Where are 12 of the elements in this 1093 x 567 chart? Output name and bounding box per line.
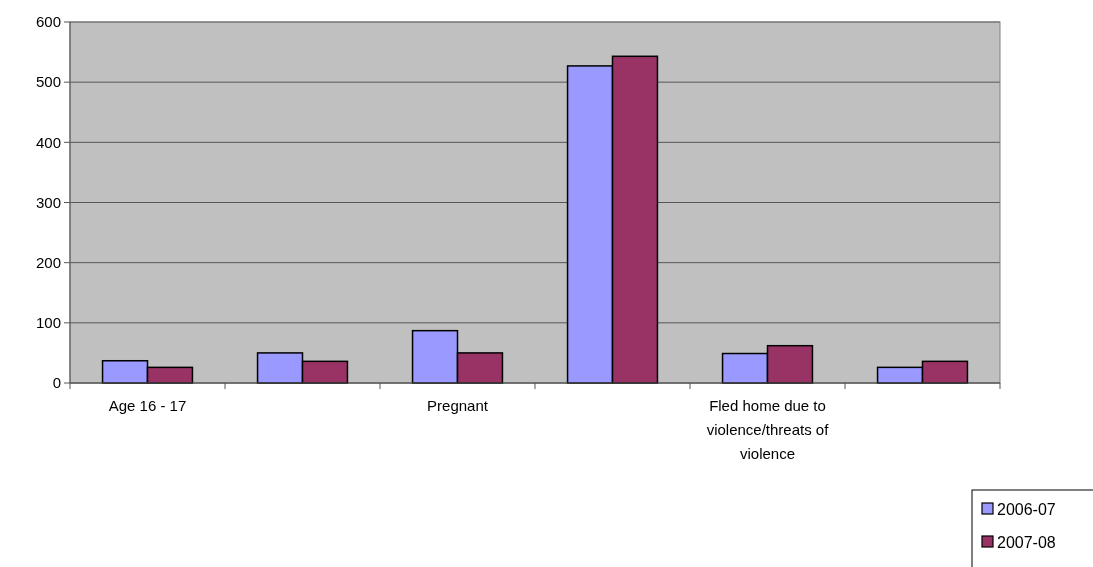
legend-label: 2007-08 [997, 533, 1056, 551]
x-tick-label: Fled home due to violence/threats of violence [706, 397, 830, 462]
y-tick-label: 200 [35, 253, 61, 271]
x-tick-label: Age 16 - 17 [108, 397, 187, 414]
x-tick-label: Pregnant [427, 397, 489, 414]
y-tick-label: 600 [35, 13, 61, 31]
y-tick-label: 500 [35, 73, 61, 91]
legend-label: 2006-07 [997, 500, 1056, 518]
y-tick-label: 0 [52, 374, 61, 392]
y-tick-label: 100 [35, 314, 61, 332]
y-tick-label: 400 [35, 133, 61, 151]
y-tick-label: 300 [35, 193, 61, 211]
